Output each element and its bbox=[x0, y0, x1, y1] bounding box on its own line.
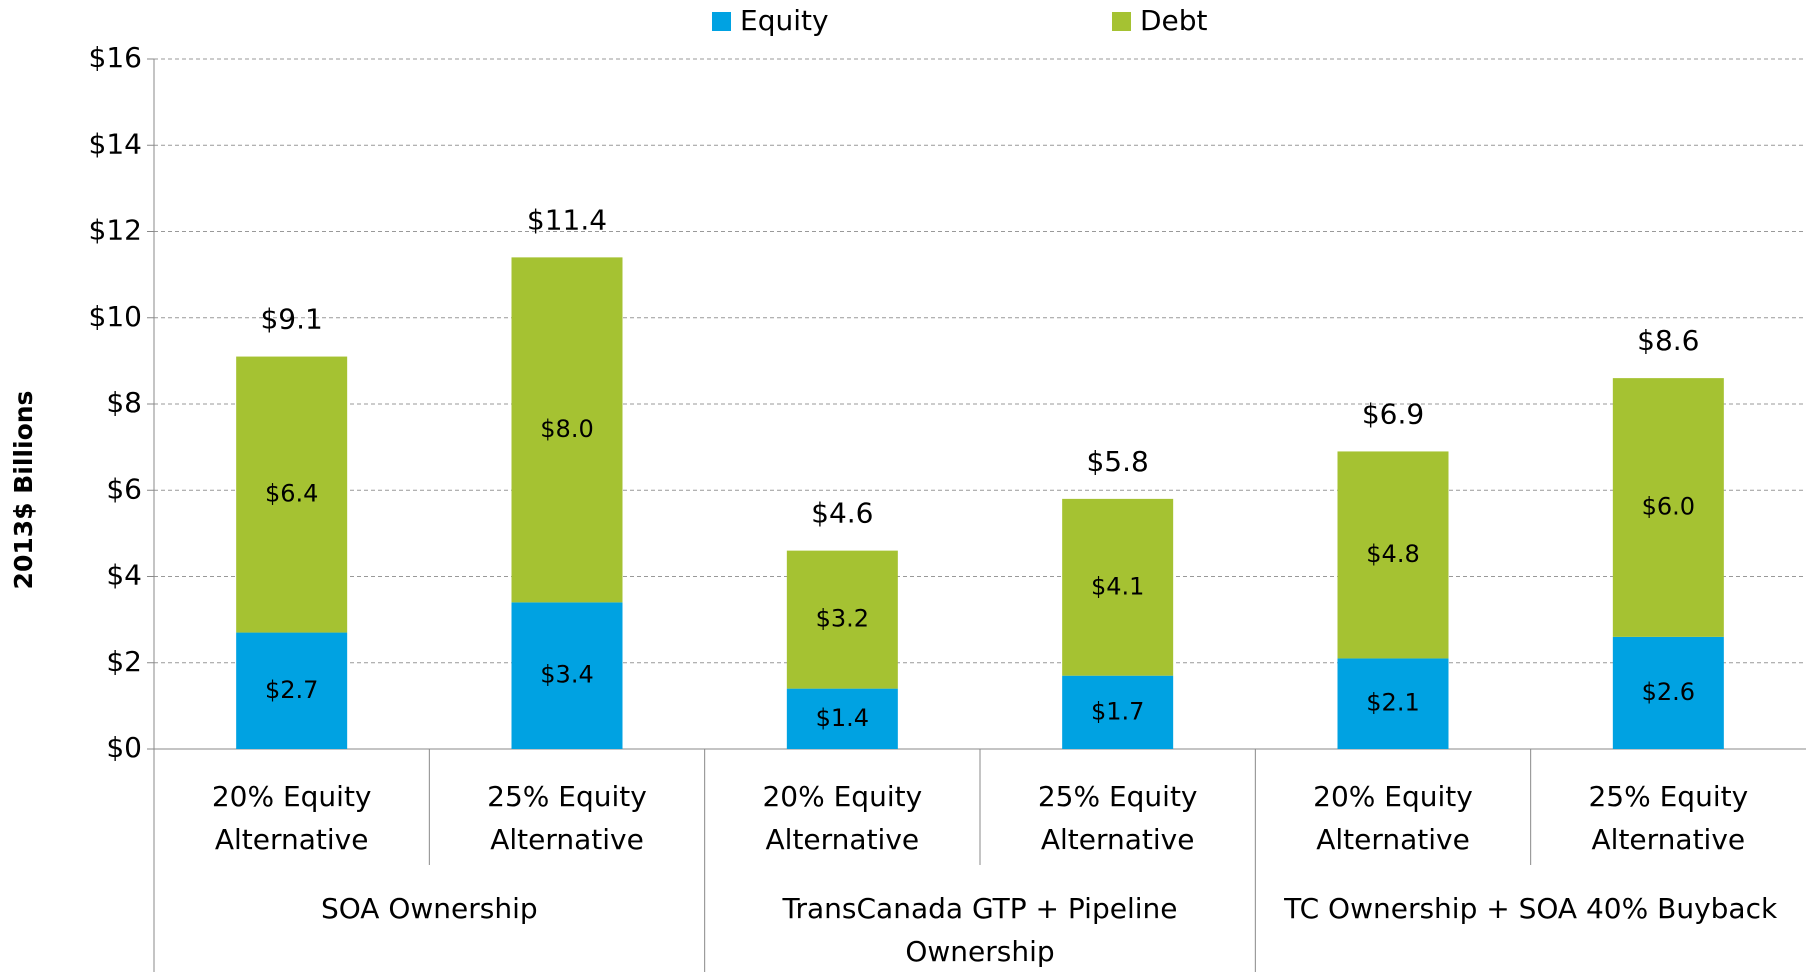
total-label: $9.1 bbox=[260, 303, 322, 336]
total-label: $11.4 bbox=[527, 203, 607, 236]
y-tick-label: $12 bbox=[89, 214, 142, 247]
bar-segment bbox=[1337, 658, 1449, 749]
bar-segment bbox=[1612, 378, 1724, 637]
x-tick-label: Alternative bbox=[766, 823, 920, 856]
bar-segment bbox=[1062, 498, 1174, 676]
y-tick-label: $0 bbox=[106, 731, 142, 764]
total-label: $6.9 bbox=[1362, 397, 1424, 430]
bar-segment bbox=[1612, 636, 1724, 749]
y-tick-label: $10 bbox=[89, 300, 142, 333]
segment-label: $4.8 bbox=[1366, 540, 1419, 568]
y-axis-title: 2013$ Billions bbox=[9, 391, 38, 590]
segment-label: $8.0 bbox=[540, 415, 593, 443]
group-label: TC Ownership + SOA 40% Buyback bbox=[1283, 892, 1778, 925]
x-tick-label: Alternative bbox=[1592, 823, 1746, 856]
y-tick-label: $16 bbox=[89, 41, 142, 74]
x-tick-label: 20% Equity bbox=[1313, 780, 1473, 813]
x-tick-label: 25% Equity bbox=[1038, 780, 1198, 813]
segment-label: $3.4 bbox=[540, 661, 593, 689]
x-tick-label: 25% Equity bbox=[1588, 780, 1748, 813]
x-tick-label: 20% Equity bbox=[212, 780, 372, 813]
segment-label: $6.4 bbox=[265, 480, 318, 508]
bar-segment bbox=[786, 688, 898, 749]
group-label: TransCanada GTP + Pipeline bbox=[782, 892, 1178, 925]
group-label: SOA Ownership bbox=[321, 892, 538, 925]
segment-label: $4.1 bbox=[1091, 572, 1144, 600]
bar-segment bbox=[786, 550, 898, 689]
bar-segment bbox=[1337, 451, 1449, 659]
segment-label: $1.4 bbox=[816, 704, 869, 732]
segment-label: $3.2 bbox=[816, 605, 869, 633]
bar-segment bbox=[236, 356, 348, 633]
legend-swatch bbox=[1112, 12, 1131, 31]
group-label: Ownership bbox=[905, 935, 1054, 968]
y-tick-label: $6 bbox=[106, 472, 142, 505]
total-label: $5.8 bbox=[1086, 445, 1148, 478]
bar-segment bbox=[236, 632, 348, 749]
segment-label: $2.1 bbox=[1366, 689, 1419, 717]
x-tick-label: Alternative bbox=[1041, 823, 1195, 856]
x-tick-label: Alternative bbox=[215, 823, 369, 856]
y-tick-label: $2 bbox=[106, 645, 142, 678]
legend-label: Debt bbox=[1140, 4, 1208, 37]
total-label: $8.6 bbox=[1637, 324, 1699, 357]
y-tick-label: $4 bbox=[106, 559, 142, 592]
x-tick-label: Alternative bbox=[490, 823, 644, 856]
y-tick-label: $14 bbox=[89, 127, 142, 160]
total-label: $4.6 bbox=[811, 497, 873, 530]
bar-segment bbox=[1062, 675, 1174, 749]
x-tick-label: 25% Equity bbox=[487, 780, 647, 813]
legend-label: Equity bbox=[740, 4, 829, 37]
legend-swatch bbox=[712, 12, 731, 31]
x-tick-label: Alternative bbox=[1316, 823, 1470, 856]
y-tick-label: $8 bbox=[106, 386, 142, 419]
bar-segment bbox=[511, 257, 623, 603]
segment-label: $1.7 bbox=[1091, 697, 1144, 725]
bar-segment bbox=[511, 602, 623, 749]
segment-label: $2.6 bbox=[1642, 678, 1695, 706]
segment-label: $6.0 bbox=[1642, 493, 1695, 521]
x-tick-label: 20% Equity bbox=[762, 780, 922, 813]
segment-label: $2.7 bbox=[265, 676, 318, 704]
